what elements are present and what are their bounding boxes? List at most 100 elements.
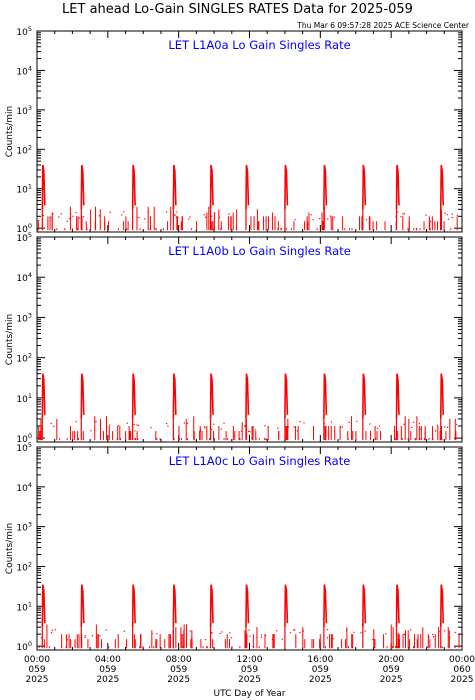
spike-line — [131, 584, 136, 628]
data-dot — [53, 425, 55, 427]
data-dot — [264, 425, 266, 427]
data-dot — [147, 211, 149, 213]
y-tick-label: 105 — [16, 25, 32, 38]
spike-line — [131, 164, 136, 210]
data-dot — [327, 218, 329, 220]
y-tick-label: 103 — [16, 104, 32, 117]
data-dot — [277, 427, 279, 429]
x-tick-label-doy: 059 — [99, 665, 116, 675]
data-dot — [432, 636, 435, 638]
data-dot — [176, 211, 178, 213]
data-dot — [220, 428, 222, 430]
spike-line — [284, 373, 289, 419]
data-dot — [240, 430, 243, 432]
data-dot — [319, 218, 321, 220]
y-tick-label: 103 — [16, 521, 32, 534]
data-dot — [265, 634, 267, 636]
data-dot — [199, 430, 202, 432]
panel-title: LET L1A0b Lo Gain Singles Rate — [168, 244, 351, 258]
data-dot — [260, 634, 263, 636]
data-dot — [75, 211, 77, 214]
data-dot — [229, 632, 231, 634]
x-tick-label-time: 20:00 — [378, 655, 404, 665]
data-dot — [58, 216, 60, 218]
data-dot — [189, 216, 191, 218]
data-dot — [411, 426, 413, 429]
data-dot — [332, 638, 334, 640]
data-dot — [60, 213, 62, 215]
data-dot — [52, 213, 54, 215]
data-dot — [293, 426, 295, 428]
spike-line — [323, 584, 328, 628]
data-dot — [329, 215, 332, 217]
data-dot — [49, 216, 51, 218]
data-dot — [340, 426, 342, 428]
x-tick-label-year: 2025 — [238, 675, 261, 685]
data-dot — [65, 637, 67, 639]
data-dot — [105, 629, 107, 631]
data-dot — [109, 211, 111, 213]
spike-line — [362, 373, 367, 419]
data-dot — [210, 631, 212, 634]
spike-line — [209, 373, 214, 419]
data-dot — [348, 421, 350, 424]
y-tick-label: 104 — [16, 481, 32, 494]
data-dot — [134, 430, 136, 432]
data-dot — [444, 426, 446, 428]
data-dot — [425, 214, 427, 216]
y-axis-label: Counts/min — [5, 523, 15, 574]
x-tick-label-time: 00:00 — [24, 655, 50, 665]
data-dot — [50, 632, 53, 634]
data-dot — [447, 218, 450, 220]
spike-line — [395, 164, 400, 210]
data-dot — [151, 632, 153, 635]
data-dot — [138, 216, 140, 219]
data-dot — [191, 637, 193, 639]
data-dot — [287, 426, 289, 428]
spike-line — [245, 584, 250, 628]
data-dot — [230, 636, 232, 639]
data-dot — [199, 428, 202, 431]
data-dot — [312, 219, 314, 221]
data-dot — [244, 425, 246, 427]
data-dot — [431, 633, 434, 636]
data-dot — [66, 220, 68, 222]
data-dot — [419, 428, 421, 430]
spike-line — [245, 373, 250, 419]
data-dot — [166, 423, 168, 425]
data-dot — [189, 630, 191, 632]
data-dot — [204, 427, 206, 429]
spike-line — [395, 373, 400, 419]
x-tick-label-time: 00:00 — [449, 655, 475, 665]
spike-line — [209, 584, 214, 628]
spike-line — [172, 373, 177, 419]
data-dot — [360, 632, 362, 634]
spike-line — [284, 584, 289, 628]
data-dot — [214, 212, 216, 214]
x-tick-label-doy: 059 — [312, 665, 329, 675]
y-tick-label: 101 — [16, 183, 32, 196]
data-dot — [211, 632, 213, 634]
data-dot — [204, 639, 207, 641]
data-dot — [126, 422, 128, 424]
data-dot — [70, 213, 72, 215]
x-tick-label-doy: 060 — [453, 665, 470, 675]
data-dot — [373, 629, 375, 631]
spike-line — [172, 584, 177, 628]
data-dot — [434, 430, 437, 432]
x-tick-label-doy: 059 — [170, 665, 187, 675]
spike-line — [362, 164, 367, 210]
data-dot — [173, 214, 176, 216]
data-dot — [78, 217, 81, 219]
data-dot — [95, 421, 97, 423]
data-dot — [109, 424, 111, 426]
spike-line — [439, 584, 445, 628]
spike-line — [284, 164, 289, 210]
spike-line — [323, 373, 328, 419]
x-tick-label-time: 08:00 — [166, 655, 192, 665]
data-dot — [429, 220, 432, 222]
x-tick-label-year: 2025 — [167, 675, 190, 685]
data-dot — [333, 216, 335, 218]
data-dot — [249, 431, 251, 433]
data-dot — [137, 424, 140, 427]
